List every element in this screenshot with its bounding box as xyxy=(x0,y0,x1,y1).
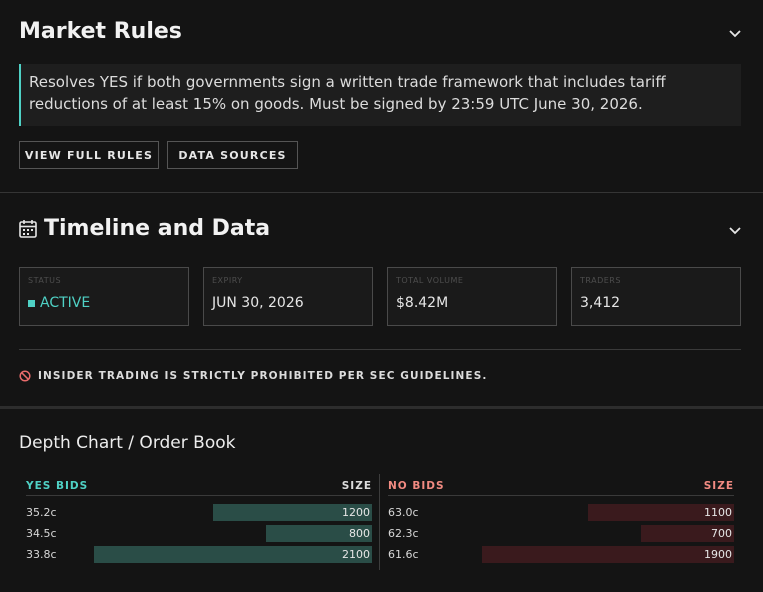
market-rules-title: Market Rules xyxy=(19,19,182,44)
no-bid-row[interactable]: 61.6c 1900 xyxy=(388,546,734,564)
bid-size: 2100 xyxy=(342,548,370,561)
bid-price: 62.3c xyxy=(388,527,419,540)
prohibited-icon xyxy=(19,370,31,382)
chevron-down-icon[interactable] xyxy=(727,25,743,41)
yes-bids-label: YES BIDS xyxy=(26,480,89,492)
volume-value: $8.42M xyxy=(396,295,449,311)
traders-value: 3,412 xyxy=(580,295,621,311)
calendar-icon xyxy=(19,219,37,238)
yes-bid-row[interactable]: 35.2c 1200 xyxy=(26,504,372,522)
divider xyxy=(19,349,741,350)
card-label: EXPIRY xyxy=(212,276,243,285)
warning-text: INSIDER TRADING IS STRICTLY PROHIBITED P… xyxy=(38,370,488,382)
divider xyxy=(26,495,372,496)
volume-card: TOTAL VOLUME $8.42M xyxy=(387,267,557,326)
insider-trading-warning: INSIDER TRADING IS STRICTLY PROHIBITED P… xyxy=(19,370,487,382)
timeline-header: Timeline and Data xyxy=(19,216,270,241)
no-bids-label: NO BIDS xyxy=(388,480,445,492)
bid-size: 800 xyxy=(349,527,370,540)
expiry-card: EXPIRY JUN 30, 2026 xyxy=(203,267,373,326)
timeline-title: Timeline and Data xyxy=(44,216,271,241)
view-full-rules-button[interactable]: VIEW FULL RULES xyxy=(19,141,159,169)
no-bid-row[interactable]: 63.0c 1100 xyxy=(388,504,734,522)
card-label: TRADERS xyxy=(580,276,621,285)
bid-price: 33.8c xyxy=(26,548,57,561)
rules-description: Resolves YES if both governments sign a … xyxy=(19,64,741,126)
bid-price: 35.2c xyxy=(26,506,57,519)
section-divider xyxy=(0,406,763,409)
status-value: ACTIVE xyxy=(40,295,91,311)
traders-card: TRADERS 3,412 xyxy=(571,267,741,326)
order-book-title: Depth Chart / Order Book xyxy=(19,433,236,453)
chevron-down-icon[interactable] xyxy=(727,222,743,238)
no-bid-row[interactable]: 62.3c 700 xyxy=(388,525,734,543)
book-divider xyxy=(379,474,380,570)
depth-bar xyxy=(213,504,372,521)
bid-size: 1100 xyxy=(704,506,732,519)
expiry-value: JUN 30, 2026 xyxy=(212,295,304,311)
bid-price: 63.0c xyxy=(388,506,419,519)
yes-bid-row[interactable]: 34.5c 800 xyxy=(26,525,372,543)
card-label: STATUS xyxy=(28,276,62,285)
yes-bid-row[interactable]: 33.8c 2100 xyxy=(26,546,372,564)
depth-bar xyxy=(588,504,734,521)
bid-size: 1200 xyxy=(342,506,370,519)
divider xyxy=(388,495,734,496)
yes-bids-header: YES BIDS SIZE xyxy=(26,480,372,494)
status-card: STATUS ACTIVE xyxy=(19,267,189,326)
bid-size: 700 xyxy=(711,527,732,540)
status-indicator-icon xyxy=(28,299,35,307)
section-divider xyxy=(0,192,763,193)
depth-bar xyxy=(94,546,372,563)
size-column-header: SIZE xyxy=(341,480,372,492)
bid-size: 1900 xyxy=(704,548,732,561)
depth-bar xyxy=(266,525,372,542)
bid-price: 34.5c xyxy=(26,527,57,540)
bid-price: 61.6c xyxy=(388,548,419,561)
no-bids-header: NO BIDS SIZE xyxy=(388,480,734,494)
depth-bar xyxy=(641,525,734,542)
data-sources-button[interactable]: DATA SOURCES xyxy=(167,141,298,169)
size-column-header: SIZE xyxy=(703,480,734,492)
card-label: TOTAL VOLUME xyxy=(396,276,464,285)
depth-bar xyxy=(482,546,734,563)
